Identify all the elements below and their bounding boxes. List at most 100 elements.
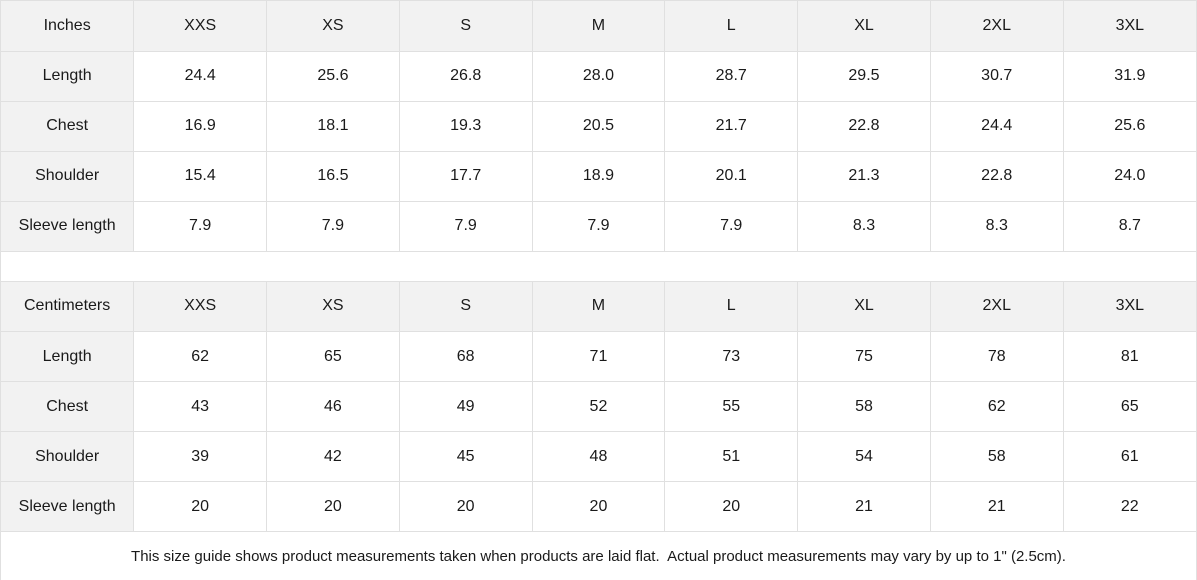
size-column-header: S bbox=[399, 1, 533, 52]
measurement-value: 22.8 bbox=[797, 101, 931, 152]
table-row: Length 24.4 25.6 26.8 28.0 28.7 29.5 30.7 31.9 bbox=[1, 51, 1196, 102]
measurement-value: 29.5 bbox=[797, 51, 931, 102]
measurement-value: 7.9 bbox=[266, 201, 400, 252]
measurement-value: 28.7 bbox=[664, 51, 799, 102]
measurement-value: 24.4 bbox=[133, 51, 268, 102]
measurement-value: 22.8 bbox=[930, 151, 1064, 202]
measurement-value: 73 bbox=[664, 331, 799, 382]
measurement-label: Chest bbox=[1, 381, 135, 432]
measurement-value: 81 bbox=[1063, 331, 1196, 382]
measurement-value: 24.4 bbox=[930, 101, 1064, 152]
measurement-value: 22 bbox=[1063, 481, 1196, 532]
measurement-value: 20 bbox=[266, 481, 400, 532]
measurement-value: 26.8 bbox=[399, 51, 533, 102]
measurement-value: 24.0 bbox=[1063, 151, 1196, 202]
measurement-value: 21.3 bbox=[797, 151, 931, 202]
size-column-header: M bbox=[532, 1, 666, 52]
measurement-value: 20 bbox=[133, 481, 268, 532]
measurement-value: 20 bbox=[399, 481, 533, 532]
size-column-header: XS bbox=[266, 281, 400, 332]
measurement-value: 20.5 bbox=[532, 101, 666, 152]
measurement-value: 65 bbox=[266, 331, 400, 382]
size-column-header: M bbox=[532, 281, 666, 332]
measurement-value: 16.9 bbox=[133, 101, 268, 152]
table-row: Sleeve length 7.9 7.9 7.9 7.9 7.9 8.3 8.3 8.7 bbox=[1, 201, 1196, 252]
measurement-label: Chest bbox=[1, 101, 135, 152]
size-column-header: 2XL bbox=[930, 1, 1064, 52]
measurement-value: 42 bbox=[266, 431, 400, 482]
measurement-value: 65 bbox=[1063, 381, 1196, 432]
measurement-value: 8.3 bbox=[930, 201, 1064, 252]
measurement-value: 31.9 bbox=[1063, 51, 1196, 102]
measurement-value: 25.6 bbox=[266, 51, 400, 102]
measurement-value: 7.9 bbox=[532, 201, 666, 252]
size-header-row: Inches XXS XS S M L XL 2XL 3XL bbox=[1, 1, 1196, 52]
measurement-value: 71 bbox=[532, 331, 666, 382]
table-row: Chest 16.9 18.1 19.3 20.5 21.7 22.8 24.4 25.6 bbox=[1, 101, 1196, 152]
size-column-header: XXS bbox=[133, 281, 268, 332]
measurement-value: 20 bbox=[664, 481, 799, 532]
measurement-value: 17.7 bbox=[399, 151, 533, 202]
size-column-header: XS bbox=[266, 1, 400, 52]
measurement-value: 19.3 bbox=[399, 101, 533, 152]
measurement-value: 48 bbox=[532, 431, 666, 482]
measurement-label: Length bbox=[1, 331, 135, 382]
table-row: Length 62 65 68 71 73 75 78 81 bbox=[1, 331, 1196, 382]
measurement-value: 46 bbox=[266, 381, 400, 432]
measurement-value: 18.9 bbox=[532, 151, 666, 202]
measurement-value: 8.7 bbox=[1063, 201, 1196, 252]
measurement-value: 75 bbox=[797, 331, 931, 382]
measurement-value: 21 bbox=[797, 481, 931, 532]
measurement-value: 62 bbox=[133, 331, 268, 382]
measurement-value: 7.9 bbox=[664, 201, 799, 252]
measurement-value: 7.9 bbox=[399, 201, 533, 252]
size-column-header: XL bbox=[797, 281, 931, 332]
measurement-label: Sleeve length bbox=[1, 481, 135, 532]
centimeters-size-table: Centimeters XXS XS S M L XL 2XL 3XL Length 62 65 68 7… bbox=[1, 281, 1196, 532]
size-column-header: L bbox=[664, 281, 799, 332]
measurement-value: 49 bbox=[399, 381, 533, 432]
measurement-label: Length bbox=[1, 51, 135, 102]
measurement-label: Shoulder bbox=[1, 151, 135, 202]
unit-label: Inches bbox=[1, 1, 135, 52]
measurement-value: 8.3 bbox=[797, 201, 931, 252]
measurement-value: 7.9 bbox=[133, 201, 268, 252]
table-row: Chest 43 46 49 52 55 58 62 65 bbox=[1, 381, 1196, 432]
measurement-value: 58 bbox=[797, 381, 931, 432]
measurement-value: 62 bbox=[930, 381, 1064, 432]
measurement-value: 51 bbox=[664, 431, 799, 482]
size-column-header: XL bbox=[797, 1, 931, 52]
size-guide-note: This size guide shows product measuremen… bbox=[1, 532, 1196, 580]
measurement-value: 78 bbox=[930, 331, 1064, 382]
measurement-value: 45 bbox=[399, 431, 533, 482]
table-row: Shoulder 39 42 45 48 51 54 58 61 bbox=[1, 431, 1196, 482]
measurement-value: 39 bbox=[133, 431, 268, 482]
table-row: Sleeve length 20 20 20 20 20 21 21 22 bbox=[1, 481, 1196, 532]
measurement-value: 25.6 bbox=[1063, 101, 1196, 152]
measurement-value: 15.4 bbox=[133, 151, 268, 202]
measurement-value: 61 bbox=[1063, 431, 1196, 482]
measurement-value: 54 bbox=[797, 431, 931, 482]
size-column-header: S bbox=[399, 281, 533, 332]
size-column-header: 3XL bbox=[1063, 281, 1196, 332]
measurement-value: 43 bbox=[133, 381, 268, 432]
measurement-value: 21 bbox=[930, 481, 1064, 532]
unit-label: Centimeters bbox=[1, 281, 135, 332]
measurement-value: 28.0 bbox=[532, 51, 666, 102]
size-column-header: XXS bbox=[133, 1, 268, 52]
measurement-value: 52 bbox=[532, 381, 666, 432]
size-header-row: Centimeters XXS XS S M L XL 2XL 3XL bbox=[1, 281, 1196, 332]
measurement-value: 21.7 bbox=[664, 101, 799, 152]
table-row: Shoulder 15.4 16.5 17.7 18.9 20.1 21.3 22.8 24.0 bbox=[1, 151, 1196, 202]
measurement-value: 58 bbox=[930, 431, 1064, 482]
size-column-header: L bbox=[664, 1, 799, 52]
measurement-value: 18.1 bbox=[266, 101, 400, 152]
table-spacer bbox=[1, 251, 1196, 282]
inches-size-table: Inches XXS XS S M L XL 2XL 3XL Length 24.4 25.6 26.8… bbox=[1, 1, 1196, 252]
measurement-value: 68 bbox=[399, 331, 533, 382]
measurement-label: Shoulder bbox=[1, 431, 135, 482]
measurement-value: 20 bbox=[532, 481, 666, 532]
measurement-value: 30.7 bbox=[930, 51, 1064, 102]
measurement-label: Sleeve length bbox=[1, 201, 135, 252]
